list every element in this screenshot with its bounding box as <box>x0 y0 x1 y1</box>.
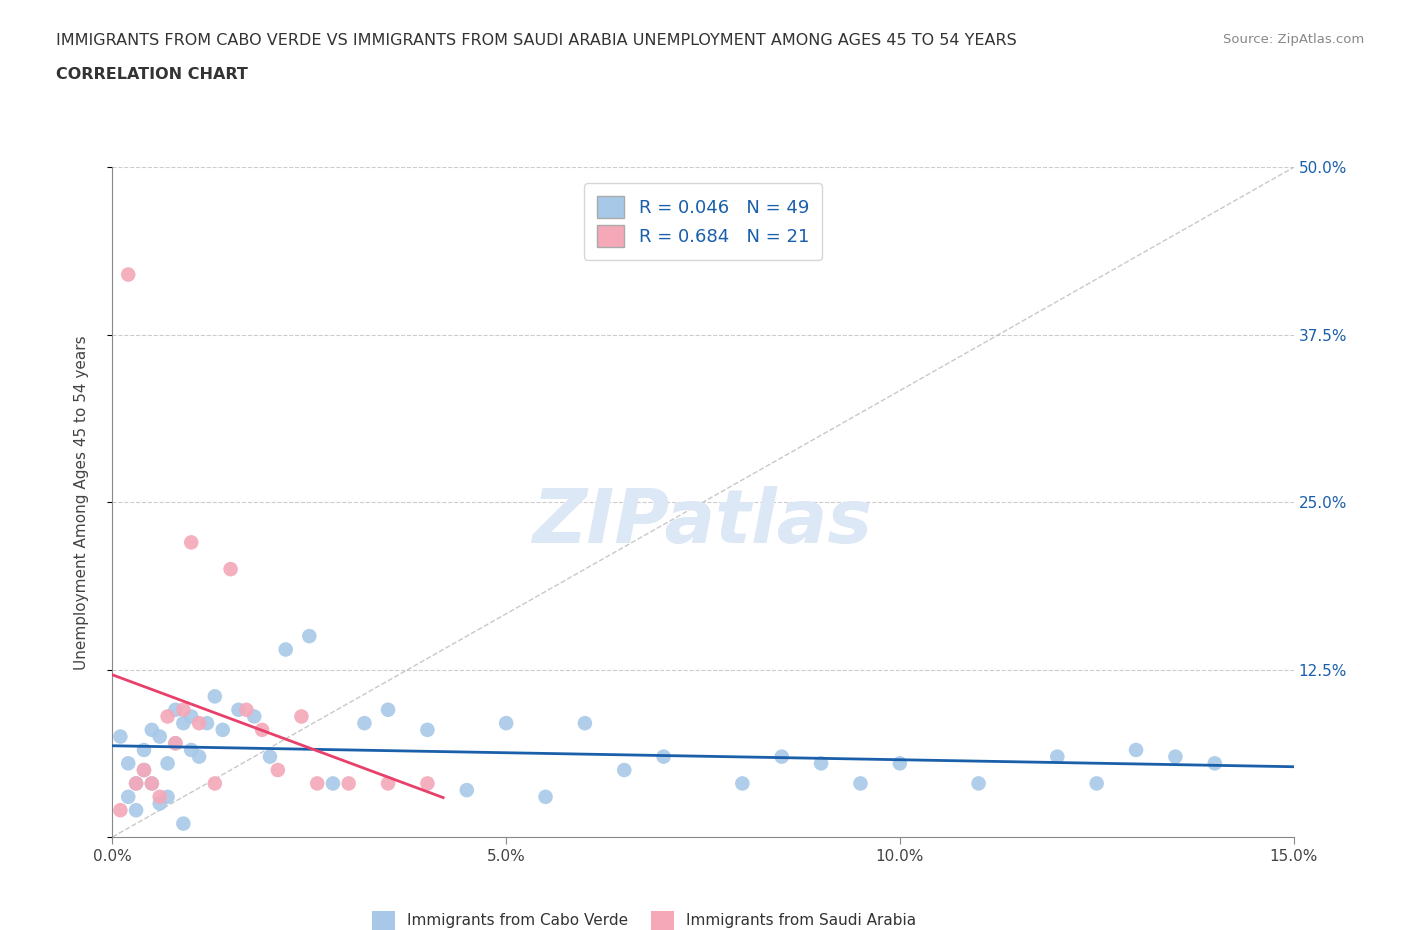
Legend: Immigrants from Cabo Verde, Immigrants from Saudi Arabia: Immigrants from Cabo Verde, Immigrants f… <box>366 905 922 930</box>
Point <box>165 736 187 751</box>
Point <box>110 729 132 744</box>
Point <box>172 702 194 717</box>
Point <box>322 776 344 790</box>
Point <box>267 763 290 777</box>
Point <box>132 763 155 777</box>
Point <box>534 790 557 804</box>
Point <box>141 723 163 737</box>
Point <box>141 776 163 790</box>
Point <box>125 776 148 790</box>
Point <box>195 716 218 731</box>
Point <box>337 776 360 790</box>
Point <box>188 750 211 764</box>
Point <box>1046 750 1069 764</box>
Point <box>132 742 155 757</box>
Point <box>125 776 148 790</box>
Point <box>456 783 478 798</box>
Point <box>180 742 202 757</box>
Point <box>180 709 202 724</box>
Point <box>307 776 329 790</box>
Point <box>1085 776 1108 790</box>
Point <box>211 723 233 737</box>
Point <box>274 642 297 657</box>
Point <box>149 796 172 811</box>
Text: Source: ZipAtlas.com: Source: ZipAtlas.com <box>1223 33 1364 46</box>
Point <box>243 709 266 724</box>
Point <box>117 790 139 804</box>
Point <box>141 776 163 790</box>
Point <box>117 267 139 282</box>
Point <box>1164 750 1187 764</box>
Point <box>149 790 172 804</box>
Point <box>377 776 399 790</box>
Point <box>613 763 636 777</box>
Point <box>652 750 675 764</box>
Point <box>149 729 172 744</box>
Point <box>290 709 312 724</box>
Y-axis label: Unemployment Among Ages 45 to 54 years: Unemployment Among Ages 45 to 54 years <box>75 335 89 670</box>
Point <box>172 716 194 731</box>
Point <box>219 562 242 577</box>
Point <box>180 535 202 550</box>
Point <box>125 803 148 817</box>
Point <box>849 776 872 790</box>
Point <box>353 716 375 731</box>
Point <box>250 723 273 737</box>
Point <box>165 736 187 751</box>
Point <box>298 629 321 644</box>
Text: CORRELATION CHART: CORRELATION CHART <box>56 67 247 82</box>
Point <box>1125 742 1147 757</box>
Text: IMMIGRANTS FROM CABO VERDE VS IMMIGRANTS FROM SAUDI ARABIA UNEMPLOYMENT AMONG AG: IMMIGRANTS FROM CABO VERDE VS IMMIGRANTS… <box>56 33 1017 47</box>
Point <box>204 689 226 704</box>
Point <box>156 756 179 771</box>
Point <box>132 763 155 777</box>
Point <box>810 756 832 771</box>
Point <box>156 709 179 724</box>
Point <box>204 776 226 790</box>
Point <box>172 817 194 831</box>
Text: ZIPatlas: ZIPatlas <box>533 485 873 559</box>
Point <box>889 756 911 771</box>
Point <box>228 702 250 717</box>
Point <box>259 750 281 764</box>
Point <box>235 702 257 717</box>
Point <box>770 750 793 764</box>
Point <box>495 716 517 731</box>
Point <box>377 702 399 717</box>
Point <box>967 776 990 790</box>
Point <box>110 803 132 817</box>
Point <box>165 702 187 717</box>
Point <box>416 723 439 737</box>
Point <box>574 716 596 731</box>
Point <box>117 756 139 771</box>
Point <box>731 776 754 790</box>
Point <box>188 716 211 731</box>
Point <box>156 790 179 804</box>
Point <box>416 776 439 790</box>
Point <box>1204 756 1226 771</box>
